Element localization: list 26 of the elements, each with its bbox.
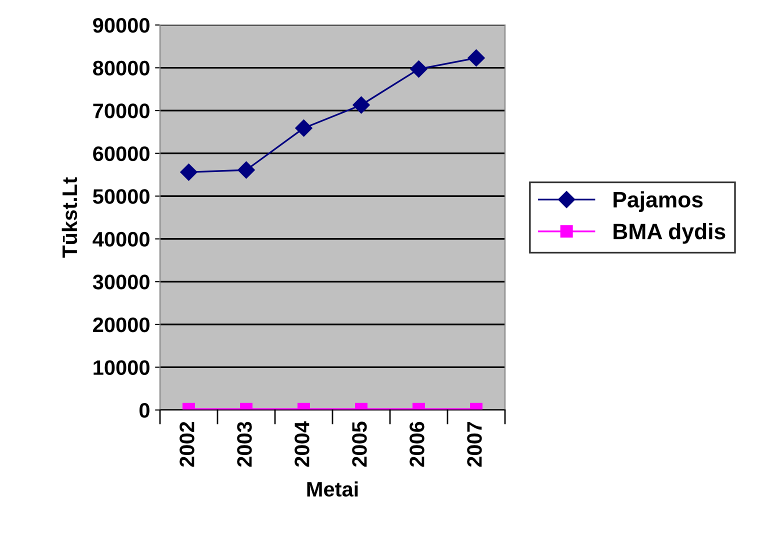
point bbox=[468, 49, 485, 66]
y-tick-label: 70000 bbox=[93, 104, 150, 118]
x-tick-label: 2002 bbox=[180, 422, 194, 467]
y-tick-label: 0 bbox=[140, 403, 150, 418]
y-tick-label: 90000 bbox=[93, 18, 150, 33]
x-axis-title: Metai bbox=[307, 481, 358, 497]
y-axis-title: Tūkst.Lt bbox=[62, 177, 78, 258]
y-tick-label: 30000 bbox=[92, 274, 150, 290]
point bbox=[295, 120, 312, 137]
legend-label: BMA dydis bbox=[614, 223, 726, 244]
point bbox=[410, 60, 428, 78]
x-tick-label: 2003 bbox=[237, 422, 252, 467]
y-tick-label: 20000 bbox=[93, 317, 150, 332]
point bbox=[180, 164, 198, 181]
x-tick-label: 2004 bbox=[294, 421, 310, 467]
y-tick-label: 10000 bbox=[94, 360, 150, 375]
x-tick-label: 2006 bbox=[410, 422, 424, 467]
point bbox=[352, 96, 370, 114]
legend-label: Pajamos bbox=[614, 191, 703, 212]
y-tick-label: 50000 bbox=[92, 189, 150, 204]
x-tick-label: 2007 bbox=[467, 422, 482, 467]
y-tick-label: 80000 bbox=[93, 60, 150, 76]
y-tick-label: 40000 bbox=[92, 232, 150, 247]
y-tick-label: 60000 bbox=[93, 146, 150, 162]
x-tick-label: 2005 bbox=[352, 422, 367, 467]
point bbox=[238, 161, 255, 179]
